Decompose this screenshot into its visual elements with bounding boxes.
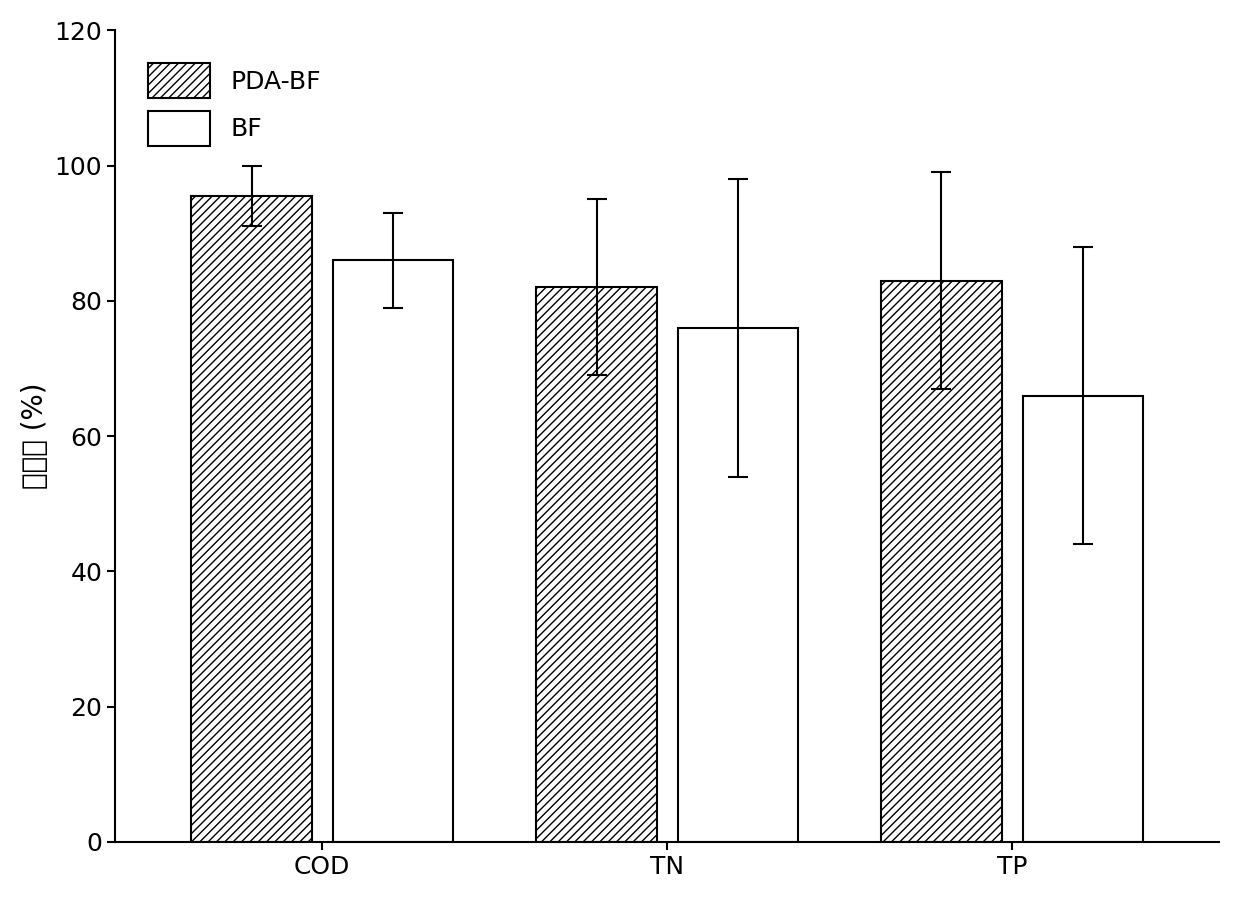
Bar bbox=[1023, 396, 1143, 842]
Bar bbox=[191, 196, 312, 842]
Legend: PDA-BF, BF: PDA-BF, BF bbox=[128, 43, 341, 166]
Bar bbox=[882, 281, 1002, 842]
Y-axis label: 去除率 (%): 去除率 (%) bbox=[21, 382, 48, 490]
Bar bbox=[332, 260, 454, 842]
Bar bbox=[677, 328, 799, 842]
Bar bbox=[536, 287, 657, 842]
